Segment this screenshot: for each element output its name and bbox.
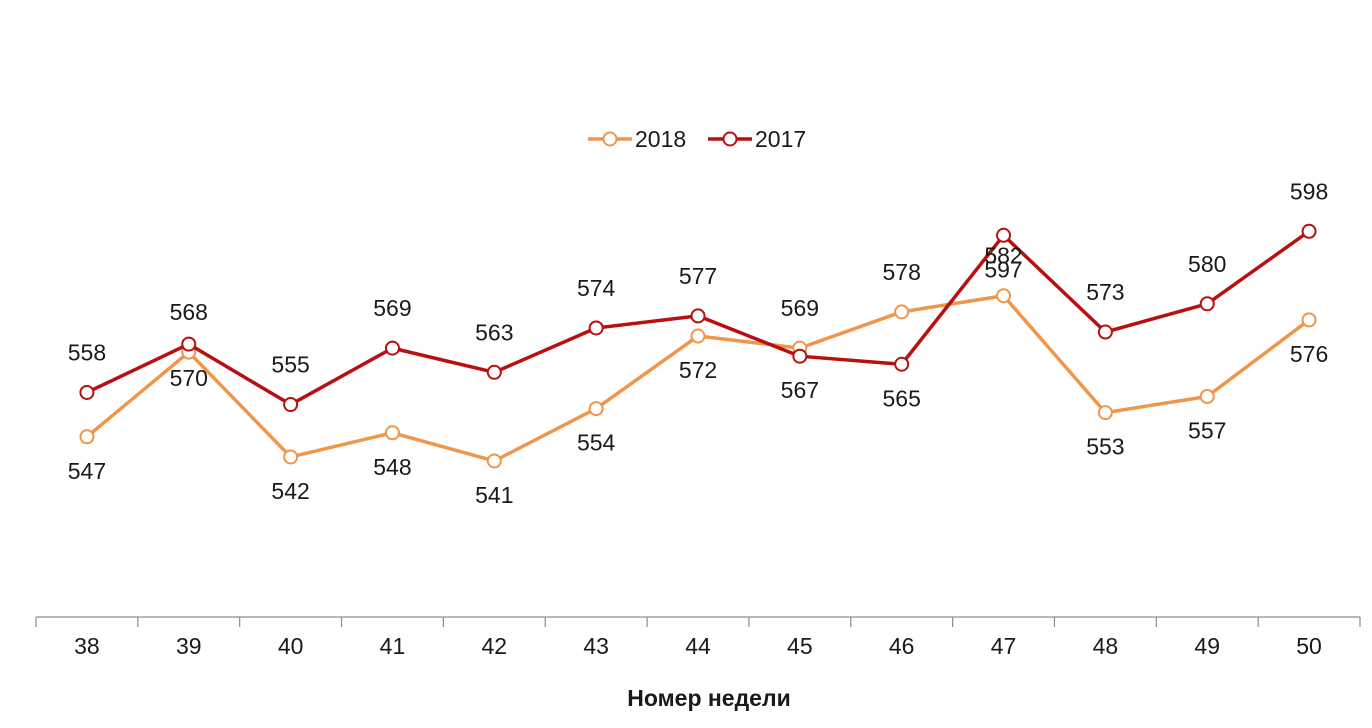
x-tick-label: 40 (278, 633, 304, 659)
legend-label: 2017 (755, 126, 806, 152)
x-axis: 38 39 40 41 42 43 44 45 46 47 48 49 50 (35, 616, 1361, 659)
data-point-2018 (384, 425, 400, 441)
data-labels: 547 568 542 548 541 554 572 569 578 582 553 557 576 5… (68, 178, 1329, 508)
data-label-2017: 598 (1290, 178, 1328, 204)
legend-swatch-marker (722, 131, 738, 147)
data-point-2018 (690, 328, 706, 344)
series-2017 (79, 223, 1317, 413)
data-point-2018 (79, 429, 95, 445)
legend: 2018 2017 (588, 126, 806, 152)
data-label-2018: 572 (679, 357, 717, 383)
data-point-2018 (283, 449, 299, 465)
legend-item-2017: 2017 (708, 126, 806, 152)
data-label-2018: 569 (781, 295, 819, 321)
legend-item-2018: 2018 (588, 126, 686, 152)
data-point-2018 (996, 288, 1012, 304)
data-point-2017 (996, 227, 1012, 243)
series-2018 (79, 288, 1317, 469)
data-label-2017: 555 (271, 352, 309, 378)
data-point-2017 (181, 336, 197, 352)
data-label-2017: 574 (577, 275, 616, 301)
data-point-2017 (1301, 223, 1317, 239)
data-point-2018 (588, 401, 604, 417)
data-point-2018 (894, 304, 910, 320)
x-tick-label: 46 (889, 633, 915, 659)
data-point-2017 (1097, 324, 1113, 340)
data-point-2017 (384, 340, 400, 356)
x-tick-label: 43 (583, 633, 609, 659)
data-point-2017 (79, 384, 95, 400)
data-point-2018 (1199, 388, 1215, 404)
data-label-2018: 557 (1188, 417, 1226, 443)
data-point-2017 (283, 397, 299, 413)
data-point-2017 (588, 320, 604, 336)
data-label-2017: 570 (170, 365, 208, 391)
data-label-2017: 565 (883, 385, 921, 411)
data-label-2018: 554 (577, 430, 616, 456)
legend-swatch-marker (602, 131, 618, 147)
data-label-2017: 569 (373, 295, 411, 321)
data-point-2017 (792, 348, 808, 364)
x-tick-label: 44 (685, 633, 711, 659)
data-label-2017: 558 (68, 339, 106, 365)
data-label-2017: 567 (781, 377, 819, 403)
data-label-2018: 578 (883, 259, 921, 285)
data-label-2017: 577 (679, 263, 717, 289)
x-tick-label: 42 (482, 633, 508, 659)
x-axis-title: Номер недели (627, 685, 790, 711)
legend-label: 2018 (635, 126, 686, 152)
data-point-2017 (690, 308, 706, 324)
data-label-2017: 573 (1086, 279, 1124, 305)
data-label-2018: 542 (271, 478, 309, 504)
data-point-2018 (1097, 405, 1113, 421)
data-point-2018 (1301, 312, 1317, 328)
data-point-2017 (1199, 296, 1215, 312)
data-label-2017: 563 (475, 319, 513, 345)
x-tick-label: 45 (787, 633, 813, 659)
x-tick-label: 41 (380, 633, 406, 659)
data-point-2017 (894, 356, 910, 372)
data-point-2017 (486, 364, 502, 380)
data-label-2017: 580 (1188, 251, 1226, 277)
x-tick-label: 38 (74, 633, 100, 659)
data-label-2018: 541 (475, 482, 513, 508)
x-tick-label: 48 (1093, 633, 1119, 659)
data-label-2017: 597 (984, 256, 1022, 282)
series-layer (79, 223, 1317, 469)
data-label-2018: 547 (68, 458, 106, 484)
data-label-2018: 582 (984, 243, 1022, 269)
data-label-2018: 548 (373, 454, 411, 480)
data-point-2018 (486, 453, 502, 469)
x-tick-label: 49 (1194, 633, 1220, 659)
x-tick-label: 50 (1296, 633, 1322, 659)
data-label-2018: 568 (170, 299, 208, 325)
x-tick-label: 39 (176, 633, 202, 659)
data-label-2018: 553 (1086, 434, 1124, 460)
data-label-2018: 576 (1290, 341, 1328, 367)
x-tick-label: 47 (991, 633, 1017, 659)
